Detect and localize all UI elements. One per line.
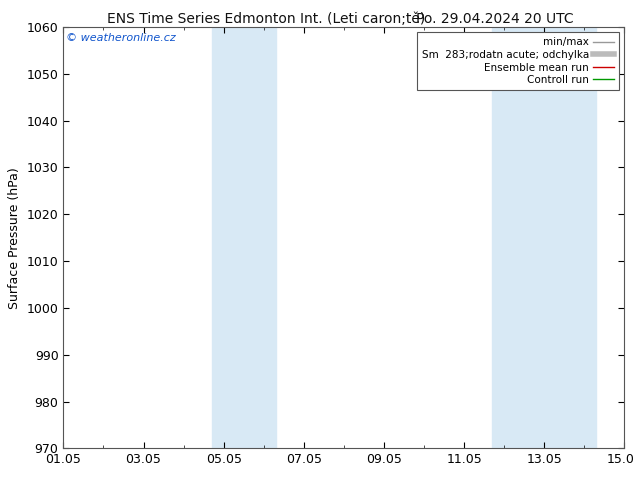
Text: © weatheronline.cz: © weatheronline.cz (66, 33, 176, 43)
Text: Po. 29.04.2024 20 UTC: Po. 29.04.2024 20 UTC (416, 12, 573, 26)
Bar (212, 27, 276, 448)
Bar (492, 27, 597, 448)
Text: ENS Time Series Edmonton Int. (Leti caron;tě): ENS Time Series Edmonton Int. (Leti caro… (107, 12, 425, 26)
Legend: min/max, Sm  283;rodatn acute; odchylka, Ensemble mean run, Controll run: min/max, Sm 283;rodatn acute; odchylka, … (417, 32, 619, 90)
Y-axis label: Surface Pressure (hPa): Surface Pressure (hPa) (8, 167, 21, 309)
